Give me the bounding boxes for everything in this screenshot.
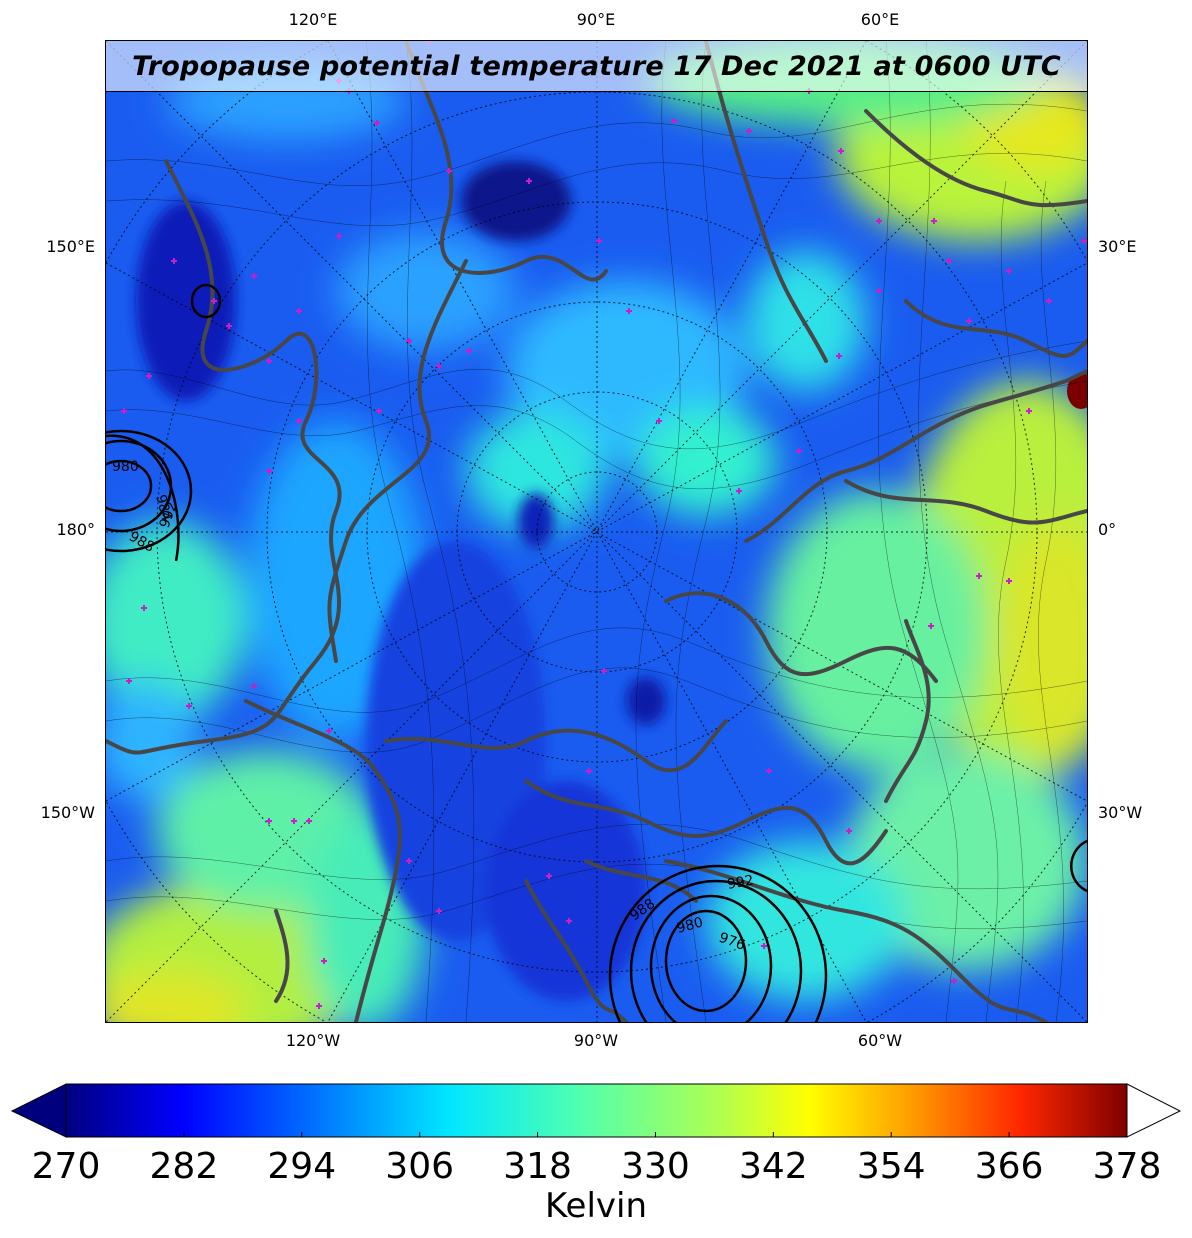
- tick-right-2: 0°: [1098, 520, 1117, 539]
- map-panel: 980 984 988 992 980 976 992 988: [105, 40, 1088, 1023]
- colorbar-tick-label: 270: [31, 1146, 101, 1187]
- tick-top-3: 60°E: [860, 10, 900, 29]
- colorbar-tick-label: 330: [621, 1146, 690, 1187]
- colorbar-tick-label: 282: [149, 1146, 219, 1187]
- pressure-label: 980: [112, 459, 139, 475]
- colorbar: [10, 1083, 1182, 1138]
- tick-right-1: 30°E: [1098, 237, 1137, 256]
- colorbar-tick-label: 342: [738, 1146, 808, 1187]
- chart-title: Tropopause potential temperature 17 Dec …: [132, 50, 1061, 82]
- colorbar-tick-label: 306: [385, 1146, 455, 1187]
- station-markers: [121, 41, 1087, 1009]
- map-canvas: 980 984 988 992 980 976 992 988: [106, 41, 1087, 1022]
- colorbar-tick-label: 378: [1092, 1146, 1162, 1187]
- pressure-contours: [106, 283, 1087, 1022]
- coastlines: [106, 41, 1087, 1022]
- tick-left-2: 180°: [56, 520, 95, 539]
- colorbar-gradient: [65, 1083, 1128, 1138]
- tick-left-3: 150°W: [40, 803, 95, 822]
- colorbar-tick-label: 366: [974, 1146, 1044, 1187]
- tick-bottom-1: 120°W: [285, 1031, 341, 1050]
- tick-left-1: 150°E: [46, 237, 95, 256]
- pressure-label: 984: [152, 493, 174, 523]
- tick-top-2: 90°E: [576, 10, 616, 29]
- pressure-label: 992: [726, 873, 755, 893]
- pressure-label: 980: [675, 914, 705, 936]
- tick-top-1: 120°E: [288, 10, 338, 29]
- colorbar-extend-high: [1126, 1083, 1182, 1138]
- tick-right-3: 30°W: [1098, 803, 1143, 822]
- colorbar-unit-label: Kelvin: [544, 1186, 648, 1226]
- colorbar-extend-low: [10, 1083, 67, 1138]
- colorbar-tick-label: 294: [267, 1146, 337, 1187]
- tick-bottom-2: 90°W: [573, 1031, 619, 1050]
- colorbar-tick-label: 318: [503, 1146, 572, 1187]
- colorbar-tick-label: 354: [856, 1146, 926, 1187]
- tick-bottom-3: 60°W: [857, 1031, 903, 1050]
- title-banner: Tropopause potential temperature 17 Dec …: [106, 41, 1087, 92]
